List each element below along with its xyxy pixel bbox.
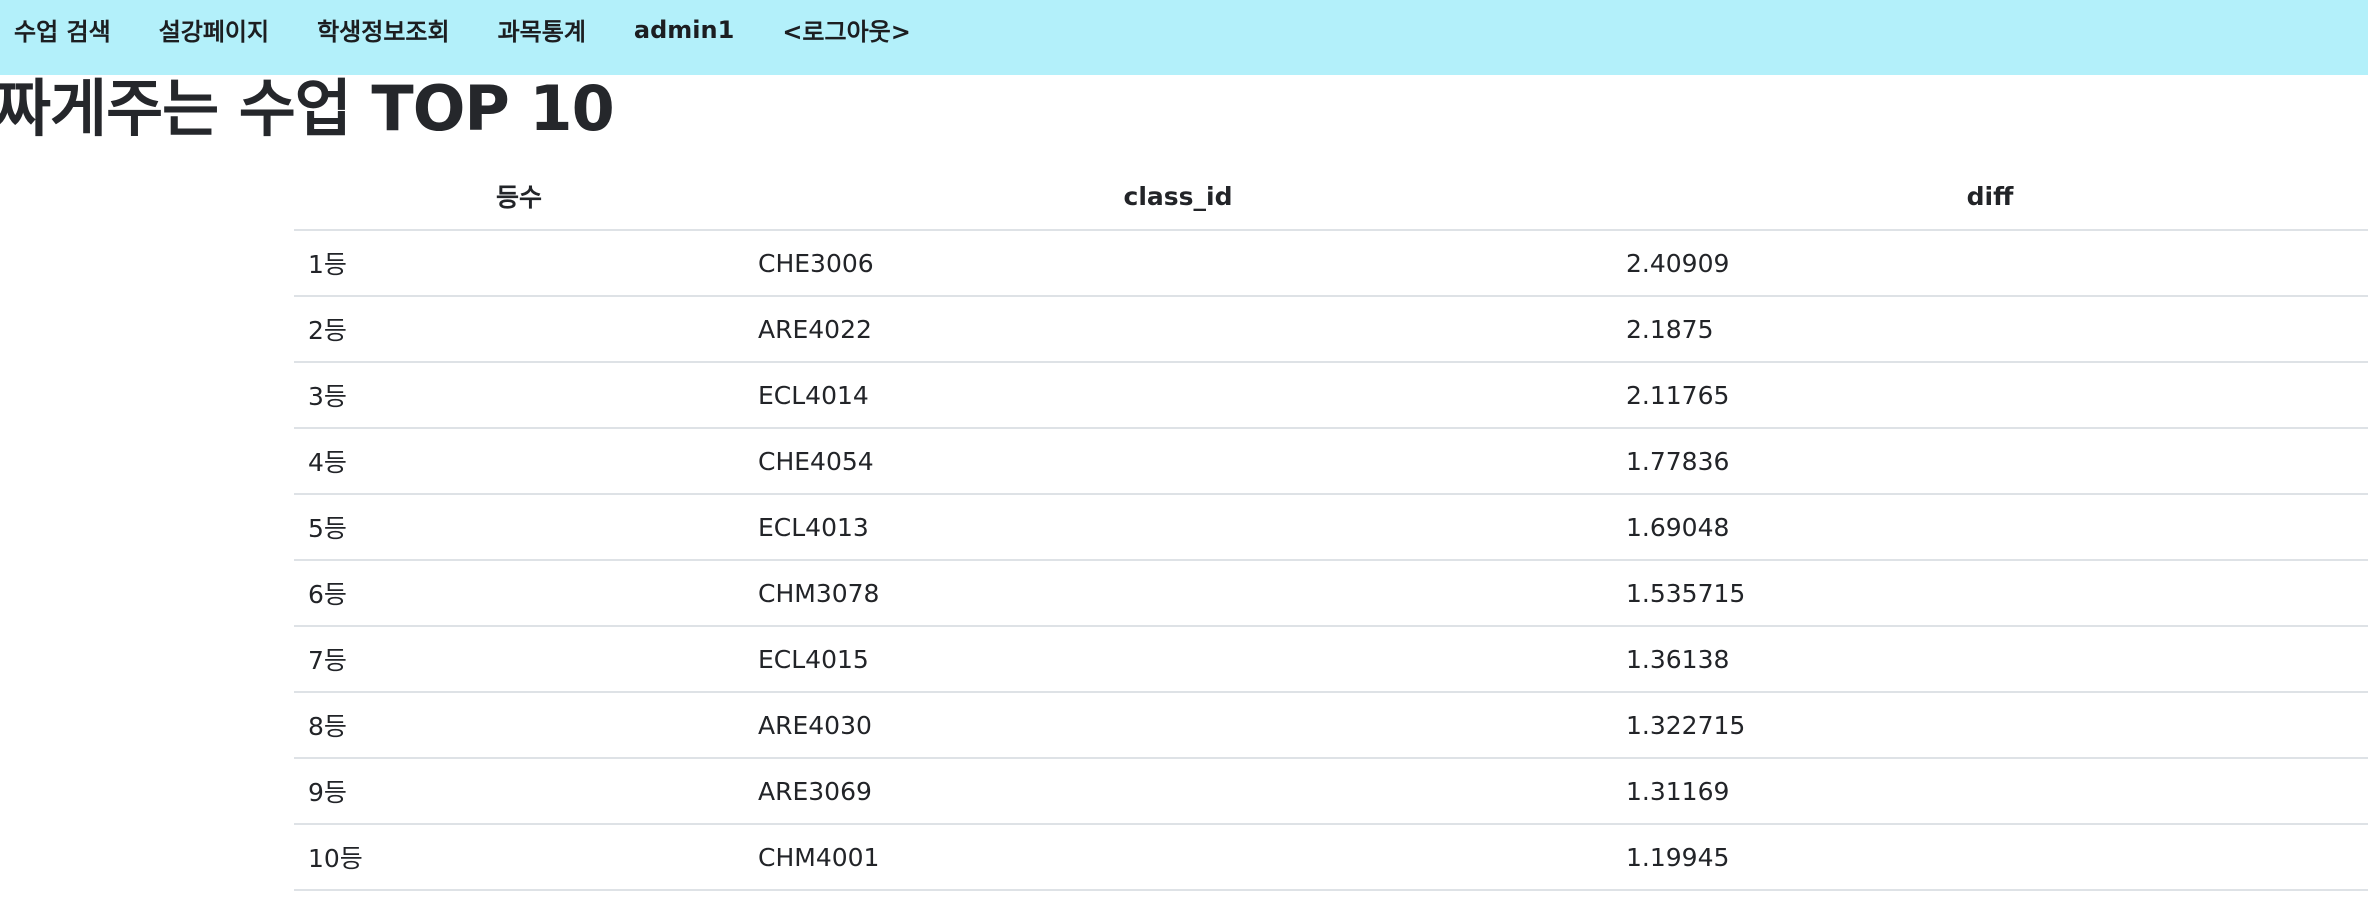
cell-rank: 2등 [294, 296, 744, 363]
nav-course-stats[interactable]: 과목통계 [497, 18, 586, 46]
cell-class-id: ARE4030 [744, 692, 1612, 759]
cell-class-id: CHM3078 [744, 560, 1612, 627]
header-diff: diff [1612, 163, 2368, 231]
table-row: 4등 CHE4054 1.77836 [294, 428, 2368, 495]
table-body: 1등 CHE3006 2.40909 2등 ARE4022 2.1875 3등 … [294, 230, 2368, 891]
cell-diff: 1.31169 [1612, 758, 2368, 825]
cell-rank: 6등 [294, 560, 744, 627]
cell-class-id: ECL4015 [744, 626, 1612, 693]
nav-course-open[interactable]: 설강페이지 [158, 18, 270, 46]
cell-diff: 2.11765 [1612, 362, 2368, 429]
nav-student-info[interactable]: 학생정보조회 [317, 18, 450, 46]
cell-rank: 5등 [294, 494, 744, 561]
cell-diff: 1.36138 [1612, 626, 2368, 693]
cell-diff: 2.40909 [1612, 230, 2368, 297]
cell-rank: 9등 [294, 758, 744, 825]
table-row: 7등 ECL4015 1.36138 [294, 626, 2368, 693]
cell-class-id: ECL4014 [744, 362, 1612, 429]
cell-rank: 3등 [294, 362, 744, 429]
table-row: 10등 CHM4001 1.19945 [294, 824, 2368, 891]
cell-class-id: CHE4054 [744, 428, 1612, 495]
table-row: 2등 ARE4022 2.1875 [294, 296, 2368, 363]
header-class-id: class_id [744, 163, 1612, 231]
ranking-table: 등수 class_id diff 1등 CHE3006 2.40909 2등 A… [294, 163, 2368, 891]
cell-diff: 2.1875 [1612, 296, 2368, 363]
nav-logout[interactable]: <로그아웃> [782, 18, 911, 46]
table-row: 8등 ARE4030 1.322715 [294, 692, 2368, 759]
nav-admin-user[interactable]: admin1 [633, 15, 735, 44]
page-title: 짜게주는 수업 TOP 10 [0, 72, 615, 145]
table-row: 1등 CHE3006 2.40909 [294, 230, 2368, 297]
cell-diff: 1.535715 [1612, 560, 2368, 627]
cell-class-id: CHM4001 [744, 824, 1612, 891]
table-row: 5등 ECL4013 1.69048 [294, 494, 2368, 561]
table-header: 등수 class_id diff [294, 163, 2368, 231]
table-header-row: 등수 class_id diff [294, 163, 2368, 231]
cell-class-id: ARE3069 [744, 758, 1612, 825]
nav-class-search[interactable]: 수업 검색 [14, 18, 111, 46]
cell-diff: 1.77836 [1612, 428, 2368, 495]
cell-rank: 10등 [294, 824, 744, 891]
cell-rank: 8등 [294, 692, 744, 759]
cell-diff: 1.69048 [1612, 494, 2368, 561]
table-row: 9등 ARE3069 1.31169 [294, 758, 2368, 825]
table-row: 6등 CHM3078 1.535715 [294, 560, 2368, 627]
cell-rank: 7등 [294, 626, 744, 693]
cell-class-id: ECL4013 [744, 494, 1612, 561]
cell-class-id: CHE3006 [744, 230, 1612, 297]
cell-diff: 1.19945 [1612, 824, 2368, 891]
cell-class-id: ARE4022 [744, 296, 1612, 363]
cell-rank: 4등 [294, 428, 744, 495]
cell-rank: 1등 [294, 230, 744, 297]
header-rank: 등수 [294, 163, 744, 231]
top-navbar: 수업 검색 설강페이지 학생정보조회 과목통계 admin1 <로그아웃> [0, 0, 2368, 75]
cell-diff: 1.322715 [1612, 692, 2368, 759]
table-row: 3등 ECL4014 2.11765 [294, 362, 2368, 429]
